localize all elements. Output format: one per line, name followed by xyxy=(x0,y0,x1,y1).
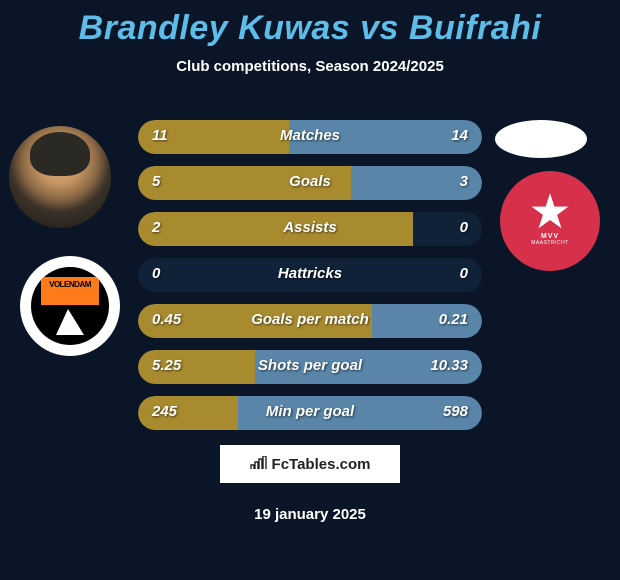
stat-label: Min per goal xyxy=(138,403,482,420)
stat-label: Goals xyxy=(138,173,482,190)
club2-city: MAASTRICHT xyxy=(531,240,569,246)
stat-row: 00Hattricks xyxy=(138,258,482,292)
stat-row: 245598Min per goal xyxy=(138,396,482,430)
stat-row: 20Assists xyxy=(138,212,482,246)
chart-icon xyxy=(250,456,268,473)
stat-label: Hattricks xyxy=(138,265,482,282)
stat-row: 53Goals xyxy=(138,166,482,200)
club1-name: VOLENDAM xyxy=(49,280,91,289)
stat-row: 0.450.21Goals per match xyxy=(138,304,482,338)
date-text: 19 january 2025 xyxy=(0,506,620,523)
club2-name: MVV xyxy=(541,233,559,240)
club2-badge: ★ MVV MAASTRICHT xyxy=(500,171,600,271)
club1-sail-icon xyxy=(56,309,84,335)
subtitle: Club competitions, Season 2024/2025 xyxy=(0,58,620,75)
club1-badge: VOLENDAM xyxy=(20,256,120,356)
page-title: Brandley Kuwas vs Buifrahi xyxy=(0,0,620,48)
branding-text: FcTables.com xyxy=(272,456,371,473)
stat-label: Shots per goal xyxy=(138,357,482,374)
player1-photo xyxy=(9,126,111,228)
star-icon: ★ xyxy=(528,189,571,237)
stat-label: Matches xyxy=(138,127,482,144)
branding-box: FcTables.com xyxy=(220,445,400,483)
stats-bars: 1114Matches 53Goals 20Assists 00Hattricks 0.… xyxy=(138,120,482,442)
stat-row: 1114Matches xyxy=(138,120,482,154)
stat-label: Assists xyxy=(138,219,482,236)
stat-label: Goals per match xyxy=(138,311,482,328)
stat-row: 5.2510.33Shots per goal xyxy=(138,350,482,384)
player2-photo xyxy=(495,120,587,158)
